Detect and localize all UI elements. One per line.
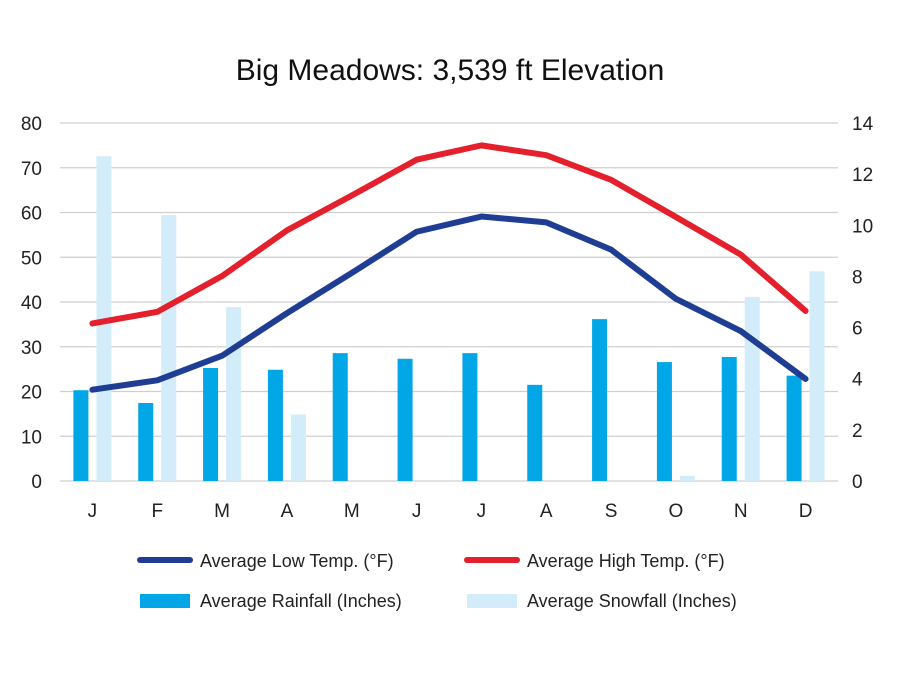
right-tick-label: 10 — [852, 216, 873, 237]
rainfall-bar — [73, 390, 89, 481]
snowfall-bar — [226, 307, 242, 481]
x-tick-label: N — [734, 501, 748, 522]
x-tick-label: A — [281, 501, 294, 522]
snowfall-bar — [290, 414, 306, 481]
right-axis: 0 2 4 6 8 10 12 14 — [852, 114, 874, 493]
left-tick-label: 20 — [21, 383, 42, 404]
legend-label-rainfall: Average Rainfall (Inches) — [200, 591, 402, 611]
legend-label-low-temp: Average Low Temp. (°F) — [200, 551, 394, 571]
left-tick-label: 0 — [31, 472, 42, 493]
snowfall-bar — [161, 215, 177, 482]
rainfall-bar — [203, 367, 219, 481]
x-tick-label: J — [412, 501, 422, 522]
snowfall-bar — [679, 475, 695, 481]
right-tick-label: 0 — [852, 472, 863, 493]
left-tick-label: 30 — [21, 338, 42, 359]
right-tick-label: 2 — [852, 421, 863, 442]
legend: Average Low Temp. (°F) Average High Temp… — [137, 551, 737, 611]
snowfall-bar — [744, 296, 760, 481]
gridlines — [60, 122, 838, 482]
left-tick-label: 50 — [21, 248, 42, 269]
low-temp-line — [89, 213, 809, 393]
rainfall-bar — [592, 319, 608, 481]
x-tick-label: D — [799, 501, 813, 522]
rainfall-bar — [397, 358, 413, 481]
right-tick-label: 6 — [852, 319, 863, 340]
rainfall-bar — [267, 369, 283, 481]
snowfall-bar — [809, 271, 825, 481]
x-tick-label: S — [605, 501, 618, 522]
right-tick-label: 8 — [852, 267, 863, 288]
x-tick-label: J — [88, 501, 98, 522]
left-tick-label: 40 — [21, 293, 42, 314]
left-tick-label: 60 — [21, 204, 42, 225]
right-tick-label: 4 — [852, 370, 863, 391]
chart-title: Big Meadows: 3,539 ft Elevation — [236, 54, 665, 87]
left-tick-label: 10 — [21, 427, 42, 448]
legend-swatch-rainfall — [140, 594, 190, 608]
legend-label-snowfall: Average Snowfall (Inches) — [527, 591, 737, 611]
high-temp-line — [89, 142, 809, 327]
right-tick-label: 14 — [852, 114, 874, 135]
x-tick-label: O — [669, 501, 684, 522]
rainfall-bar — [332, 353, 348, 481]
x-tick-label: A — [540, 501, 553, 522]
left-tick-label: 70 — [21, 159, 42, 180]
rainfall-bar — [527, 384, 543, 481]
legend-swatch-snowfall — [467, 594, 517, 608]
x-tick-label: M — [344, 501, 360, 522]
rainfall-bar — [138, 403, 154, 481]
x-tick-label: J — [477, 501, 487, 522]
lines-layer — [89, 142, 809, 393]
right-tick-label: 12 — [852, 165, 873, 186]
bars-layer — [73, 156, 825, 482]
rainfall-bar — [786, 375, 802, 481]
rainfall-bar — [656, 362, 672, 481]
legend-item-snowfall: Average Snowfall (Inches) — [467, 591, 737, 611]
x-tick-label: M — [214, 501, 230, 522]
legend-label-high-temp: Average High Temp. (°F) — [527, 551, 725, 571]
legend-item-high-temp: Average High Temp. (°F) — [464, 551, 725, 571]
left-axis: 0 10 20 30 40 50 60 70 80 — [21, 114, 42, 493]
legend-item-low-temp: Average Low Temp. (°F) — [137, 551, 394, 571]
rainfall-bar — [721, 356, 737, 481]
rainfall-bar — [462, 353, 478, 481]
left-tick-label: 80 — [21, 114, 42, 135]
legend-item-rainfall: Average Rainfall (Inches) — [140, 591, 402, 611]
x-tick-label: F — [151, 501, 163, 522]
